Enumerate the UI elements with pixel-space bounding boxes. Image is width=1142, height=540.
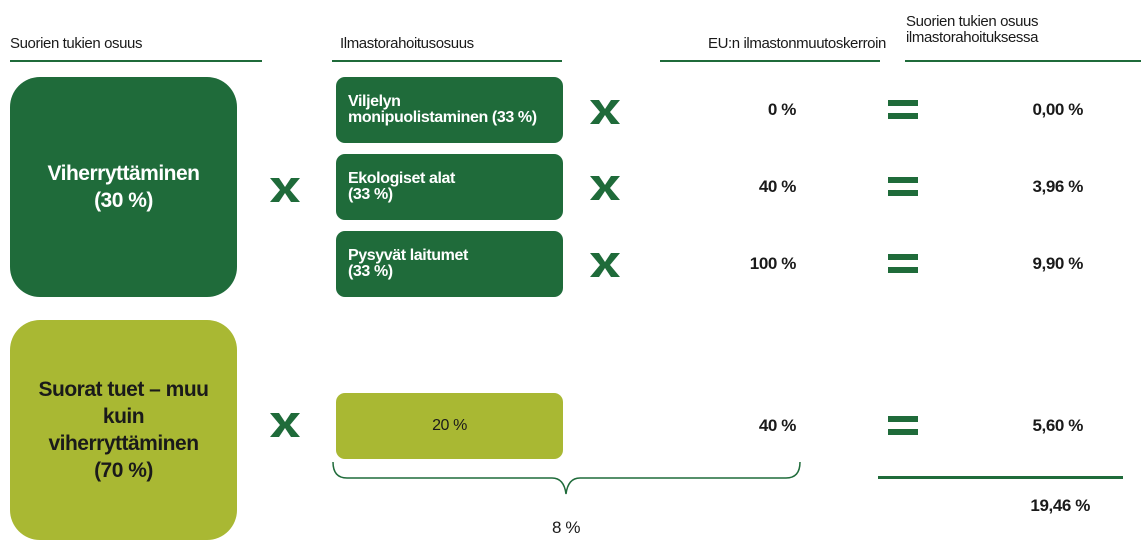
group-label: kuin: [102, 405, 145, 428]
group-label: Viherryttäminen: [47, 162, 201, 185]
share-label: 20 %: [432, 417, 467, 434]
share-label: Ekologiset alat: [348, 170, 455, 187]
coefficient: 40 %: [758, 177, 797, 196]
multiply-icon: [590, 100, 620, 124]
header-rule: [332, 60, 562, 62]
multiply-icons: [270, 100, 620, 437]
coefficient: 0 %: [767, 100, 796, 119]
share-box: 20 %: [336, 393, 563, 459]
equals-icons: [888, 100, 918, 435]
share-label: Viljelyn: [348, 93, 401, 110]
header-line: Suorien tukien osuus: [906, 13, 1039, 30]
header-line: ilmastorahoituksessa: [906, 29, 1039, 46]
header: Suorien tukien osuus ilmastorahoituksess…: [906, 14, 1038, 46]
header: Ilmastorahoitusosuus: [340, 35, 474, 52]
share-box: Viljelyn monipuolistaminen (33 %): [336, 77, 563, 143]
total-rule: [878, 476, 1123, 479]
result: 3,96 %: [1032, 177, 1083, 196]
group-box: Suorat tuet – muu kuin viherryttäminen (…: [10, 320, 237, 540]
share-label: (33 %): [348, 186, 393, 203]
share-label: monipuolistaminen (33 %): [348, 109, 537, 126]
group-label: Suorat tuet – muu: [38, 378, 209, 401]
group-label: (70 %): [94, 459, 153, 482]
share-label: Pysyvät laitumet: [348, 247, 468, 264]
multiply-icon: [590, 253, 620, 277]
result: 0,00 %: [1032, 100, 1083, 119]
share-box: Ekologiset alat (33 %): [336, 154, 563, 220]
result: 5,60 %: [1032, 416, 1083, 435]
total: 19,46 %: [1030, 496, 1090, 515]
result: 9,90 %: [1032, 254, 1083, 273]
group-label: viherryttäminen: [48, 432, 199, 455]
multiply-icon: [270, 178, 300, 202]
header-rule: [905, 60, 1141, 62]
header-rule: [660, 60, 880, 62]
coefficient: 100 %: [749, 254, 797, 273]
coefficient: 40 %: [758, 416, 797, 435]
header: EU:n ilmastonmuutoskerroin: [707, 35, 886, 52]
brace: [332, 461, 801, 495]
header: Suorien tukien osuus: [10, 35, 143, 52]
header-rule: [10, 60, 262, 62]
share-box: Pysyvät laitumet (33 %): [336, 231, 563, 297]
sum-label: 8 %: [551, 518, 581, 537]
share-label: (33 %): [348, 263, 393, 280]
multiply-icon: [590, 176, 620, 200]
group-box: Viherryttäminen (30 %): [10, 77, 237, 297]
multiply-icon: [270, 413, 300, 437]
group-label: (30 %): [94, 189, 153, 212]
